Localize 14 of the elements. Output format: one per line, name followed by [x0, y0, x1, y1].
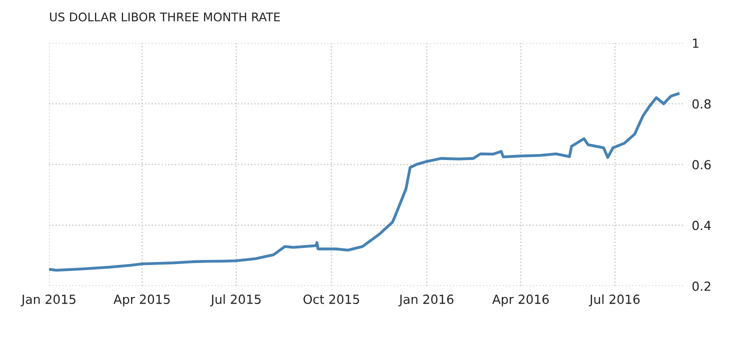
x-tick-label: Apr 2015: [114, 294, 170, 306]
x-tick-label: Oct 2015: [303, 294, 360, 304]
y-tick-label: 1: [693, 38, 698, 48]
line-series: [49, 92, 680, 272]
x-tick-label: Jul 2015: [210, 294, 261, 306]
y-tick-label: 0.4: [692, 220, 711, 230]
y-tick-label: 0.2: [692, 281, 710, 291]
x-tick-label: Apr 2016: [492, 294, 549, 306]
x-tick-label: Jan 2015: [20, 294, 76, 306]
x-tick-label: Jan 2016: [398, 294, 454, 306]
x-tick-label: Jul 2016: [588, 294, 640, 306]
y-tick-label: 0.8: [692, 99, 711, 109]
y-tick-label: 0.6: [692, 160, 711, 170]
chart-title: US DOLLAR LIBOR THREE MONTH RATE: [50, 12, 280, 22]
